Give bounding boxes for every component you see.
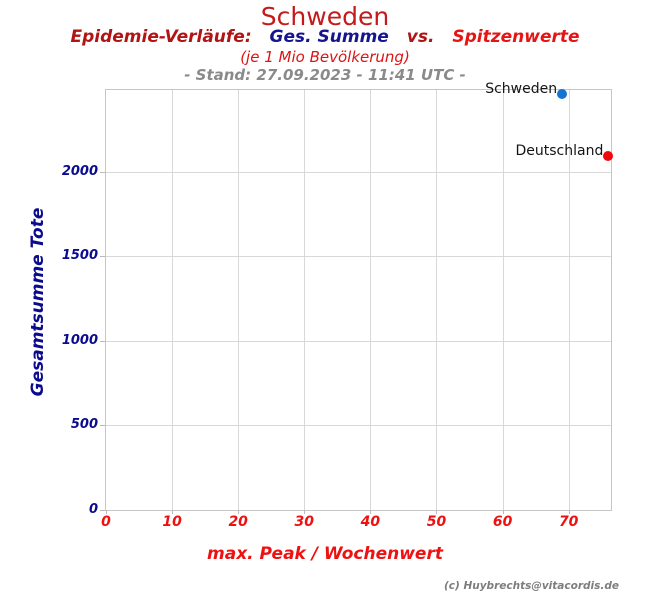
subtitle-spitzenwerte: Spitzenwerte [452,27,580,47]
plot-area: 0 10 20 30 40 50 60 70 0 500 1000 1500 2000 Schweden D… [62,81,614,530]
data-point-deutschland [603,150,614,161]
chart-title: Schweden [260,2,390,31]
point-label-deutschland: Deutschland [515,142,604,159]
x-tick-label: 70 [558,514,579,530]
y-tick-label: 0 [88,502,98,517]
x-tick-mark [568,510,570,514]
y-tick-mark [100,425,105,427]
x-gridline [502,90,504,510]
x-tick-label: 30 [294,514,315,530]
x-tick-label: 40 [360,514,381,530]
x-tick-mark [502,510,504,514]
x-gridline [304,90,306,510]
y-tick-mark [100,171,105,173]
y-tick-label: 2000 [61,163,98,179]
x-tick-label: 0 [101,514,111,530]
y-tick-label: 1500 [61,248,98,264]
x-tick-mark [172,510,174,514]
x-tick-mark [106,510,107,514]
subtitle-per-million: (je 1 Mio Bevölkerung) [240,48,410,66]
copyright-credit: (c) Huybrechts@vitacordis.de [443,580,619,592]
point-label-schweden: Schweden [485,81,558,98]
x-tick-mark [370,510,372,514]
y-tick-mark [100,340,105,342]
x-gridline [436,90,438,510]
x-gridline [568,90,570,510]
x-gridline [172,90,174,510]
x-tick-mark [304,510,306,514]
x-gridline [238,90,240,510]
subtitle-ges-summe: Ges. Summe [269,27,389,47]
data-point-schweden [557,89,568,100]
y-gridline [106,256,611,258]
y-gridline [106,425,611,427]
y-gridline [106,340,611,342]
y-axis-title: Gesamtsumme Tote [28,207,48,397]
x-axis-title: max. Peak / Wochenwert [207,544,443,564]
x-tick-label: 20 [228,514,248,530]
y-tick-label: 500 [70,417,98,433]
subtitle-epidemie-verlaeufe: Epidemie-Verläufe: [70,27,252,47]
timestamp-line: - Stand: 27.09.2023 - 11:41 UTC - [184,66,466,84]
x-tick-label: 50 [426,514,447,530]
y-tick-label: 1000 [61,332,98,348]
subtitle-vs: vs. [406,27,435,47]
x-tick-label: 10 [162,514,182,530]
x-tick-label: 60 [492,514,513,530]
x-tick-mark [238,510,240,514]
x-tick-mark [436,510,438,514]
x-gridline [370,90,372,510]
chart-subtitle: Epidemie-Verläufe: Ges. Summe vs. Spitze… [0,27,650,47]
y-tick-mark [100,256,105,258]
y-gridline [106,171,611,173]
y-tick-mark [100,510,105,511]
